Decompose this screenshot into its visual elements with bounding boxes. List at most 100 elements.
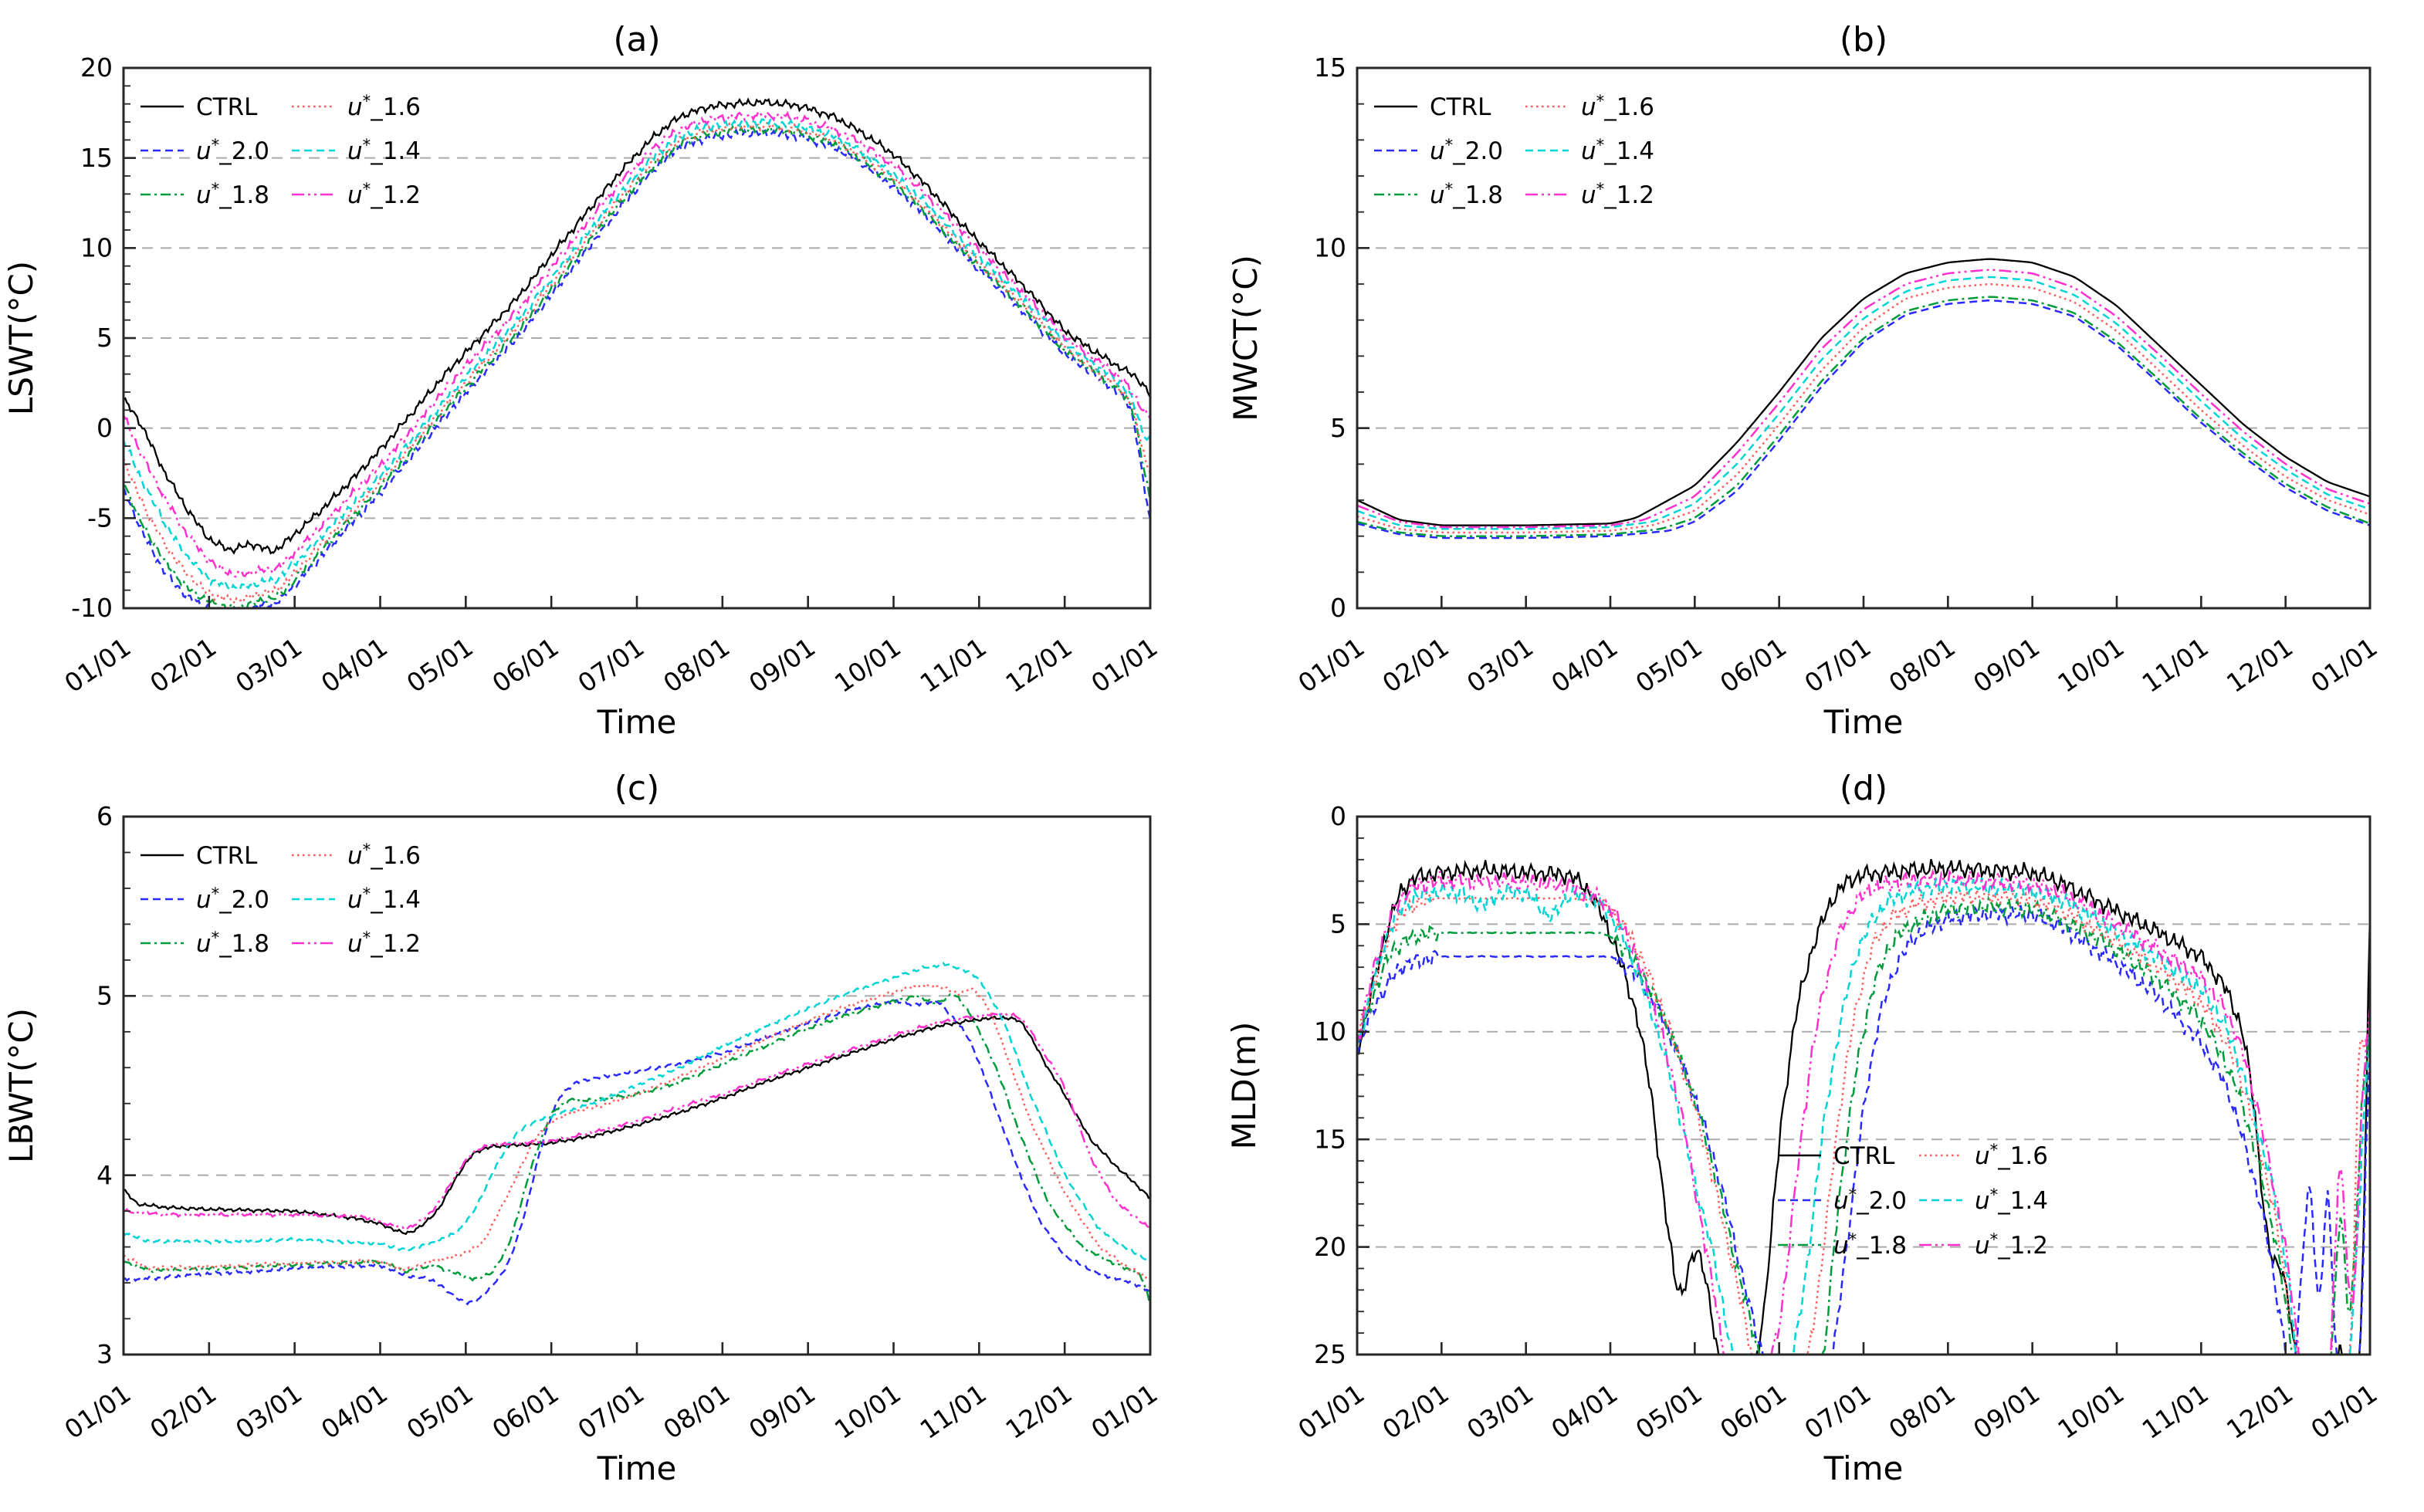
series-line-ustar_2.0: [1357, 905, 2370, 1355]
x-tick-label: 01/01: [59, 632, 136, 698]
legend: CTRL u*_2.0 u*_1.8 u*_1.6 u*_1.4 u*_1.2: [1778, 1140, 2048, 1260]
y-tick-label: 5: [96, 323, 113, 353]
x-tick-label: 05/01: [1630, 1378, 1708, 1445]
y-tick-label: 25: [1314, 1339, 1346, 1369]
legend-label-ustar_1.6: u*_1.6: [1581, 91, 1654, 121]
y-axis-label: MLD(m): [1225, 1022, 1263, 1150]
x-tick-label: 10/01: [829, 1378, 906, 1445]
x-tick-label: 12/01: [1000, 1378, 1077, 1445]
series-line-CTRL: [124, 1015, 1150, 1236]
series-line-ustar_1.6: [124, 120, 1150, 605]
series-line-CTRL: [124, 97, 1150, 555]
legend: CTRL u*_2.0 u*_1.8 u*_1.6 u*_1.4 u*_1.2: [1374, 91, 1654, 209]
panel-title: (d): [1840, 769, 1887, 808]
y-tick-label: 5: [1330, 413, 1346, 443]
panel-title: (b): [1840, 20, 1887, 59]
legend-label-ustar_1.4: u*_1.4: [1581, 135, 1654, 165]
x-tick-label: 03/01: [1461, 1378, 1539, 1445]
legend-label-ustar_1.8: u*_1.8: [1833, 1230, 1907, 1260]
series-line-ustar_1.2: [124, 1011, 1150, 1231]
series-line-ustar_2.0: [124, 127, 1150, 608]
y-axis-label: LSWT(°C): [2, 261, 40, 415]
legend-label-ustar_1.8: u*_1.8: [1430, 179, 1503, 209]
legend-label-ustar_1.6: u*_1.6: [347, 840, 421, 870]
x-tick-label: 09/01: [1968, 1378, 2045, 1445]
legend-label-ustar_2.0: u*_2.0: [196, 884, 269, 914]
legend-label-ustar_1.2: u*_1.2: [1581, 179, 1654, 209]
x-tick-label: 01/01: [2305, 1378, 2382, 1445]
x-tick-label: 12/01: [2221, 1378, 2298, 1445]
legend: CTRL u*_2.0 u*_1.8 u*_1.6 u*_1.4 u*_1.2: [140, 91, 421, 209]
y-tick-label: 0: [1330, 593, 1346, 623]
x-tick-label: 11/01: [2137, 632, 2214, 698]
x-tick-label: 04/01: [316, 1378, 393, 1445]
x-tick-label: 03/01: [1461, 632, 1539, 698]
x-tick-label: 01/01: [1292, 1378, 1369, 1445]
y-tick-label: 5: [1330, 909, 1346, 939]
x-tick-label: 06/01: [1715, 632, 1792, 698]
legend-label-CTRL: CTRL: [1833, 1142, 1895, 1170]
y-tick-label: 15: [80, 143, 113, 173]
x-tick-label: 12/01: [2221, 632, 2298, 698]
y-tick-label: -10: [71, 593, 113, 623]
axes-frame: [122, 815, 1152, 1356]
legend-label-CTRL: CTRL: [1430, 93, 1491, 121]
x-tick-label: 03/01: [230, 1378, 307, 1445]
y-tick-label: 15: [1314, 1124, 1346, 1154]
y-tick-label: 15: [1314, 52, 1346, 83]
y-tick-label: 10: [1314, 1016, 1346, 1047]
series-line-CTRL: [1357, 858, 2370, 1355]
legend-label-ustar_1.4: u*_1.4: [347, 884, 421, 914]
x-tick-label: 12/01: [1000, 632, 1077, 698]
x-tick-label: 08/01: [658, 1378, 735, 1445]
x-axis-label: Time: [597, 703, 677, 741]
series-line-ustar_1.4: [124, 117, 1150, 592]
y-tick-label: 4: [96, 1160, 113, 1190]
y-tick-label: 6: [96, 801, 113, 831]
series-line-ustar_2.0: [124, 998, 1150, 1306]
y-tick-label: 10: [1314, 233, 1346, 263]
x-tick-label: 10/01: [2052, 632, 2129, 698]
x-axis-label: Time: [1823, 703, 1904, 741]
series-line-ustar_1.2: [1357, 269, 2370, 529]
legend-label-ustar_1.4: u*_1.4: [1975, 1185, 2048, 1215]
legend-label-ustar_2.0: u*_2.0: [196, 135, 269, 165]
x-tick-label: 09/01: [743, 632, 821, 698]
x-tick-label: 04/01: [1545, 1378, 1623, 1445]
x-tick-label: 01/01: [1085, 1378, 1163, 1445]
x-tick-label: 05/01: [401, 1378, 479, 1445]
x-tick-label: 07/01: [572, 632, 649, 698]
series-line-ustar_1.2: [1357, 868, 2370, 1355]
legend-label-CTRL: CTRL: [196, 842, 258, 870]
x-tick-label: 04/01: [1545, 632, 1623, 698]
legend-label-ustar_1.4: u*_1.4: [347, 135, 421, 165]
y-tick-label: 5: [96, 981, 113, 1011]
x-axis-label: Time: [597, 1449, 677, 1487]
x-tick-label: 05/01: [1630, 632, 1708, 698]
x-tick-label: 06/01: [486, 632, 564, 698]
y-axis-label: MWCT(°C): [1227, 255, 1264, 421]
series-line-ustar_1.8: [1357, 296, 2370, 537]
y-tick-label: 20: [80, 52, 113, 83]
legend-label-ustar_2.0: u*_2.0: [1430, 135, 1503, 165]
series-line-CTRL: [1357, 258, 2370, 526]
axes-frame: [1356, 815, 2372, 1356]
x-tick-label: 08/01: [658, 632, 735, 698]
series-line-ustar_2.0: [1357, 299, 2370, 540]
x-tick-label: 11/01: [915, 632, 992, 698]
x-tick-label: 05/01: [401, 632, 479, 698]
x-tick-label: 02/01: [144, 632, 222, 698]
x-tick-label: 10/01: [2052, 1378, 2129, 1445]
x-tick-label: 03/01: [230, 632, 307, 698]
x-tick-label: 11/01: [915, 1378, 992, 1445]
series-line-ustar_1.4: [124, 962, 1150, 1262]
y-tick-label: 10: [80, 233, 113, 263]
legend-label-ustar_1.2: u*_1.2: [347, 179, 421, 209]
series-line-ustar_1.4: [1357, 876, 2370, 1355]
x-tick-label: 09/01: [1968, 632, 2045, 698]
series-line-ustar_1.2: [124, 110, 1150, 578]
legend-label-ustar_1.2: u*_1.2: [347, 928, 421, 958]
